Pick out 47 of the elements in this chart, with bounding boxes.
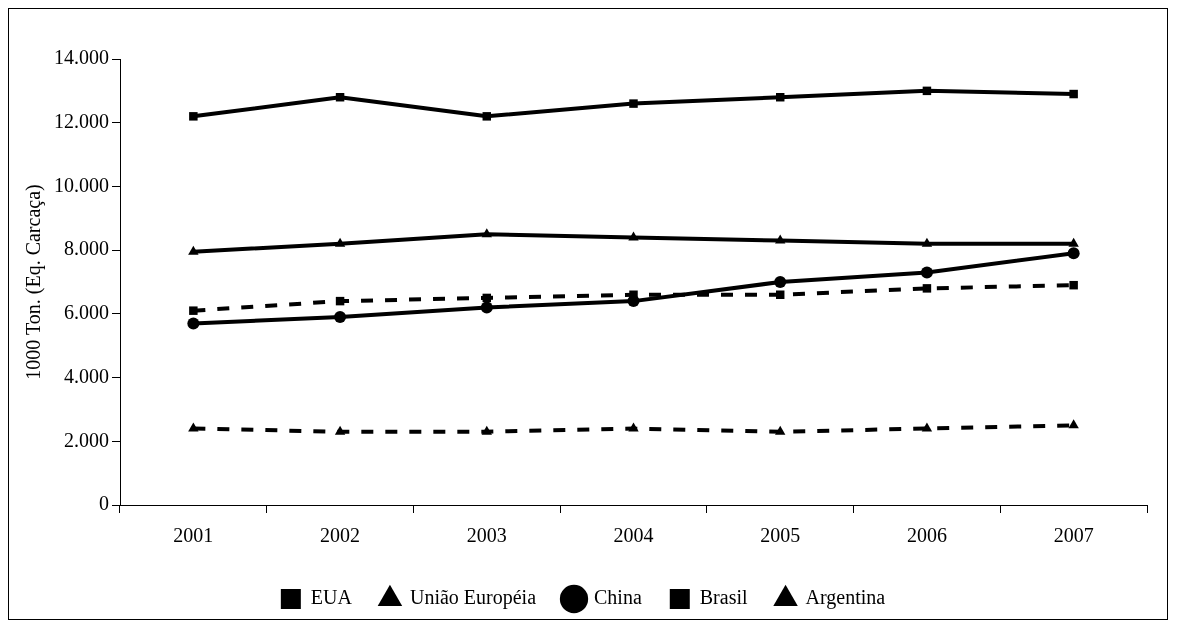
x-tick-label: 2005 [760,524,801,547]
point [480,301,493,314]
point [188,422,199,432]
point [189,112,198,121]
point [1067,247,1080,260]
point [334,311,347,324]
point [334,237,346,247]
legend-label: China [594,586,642,609]
x-tick-label: 2003 [466,524,507,547]
y-tick-label: 6.000 [64,301,109,324]
x-tick-label: 2001 [173,524,214,547]
point [921,422,933,432]
point [187,317,200,330]
y-tick-label: 8.000 [64,237,109,260]
point [629,99,638,108]
legend-label: União Européia [409,586,537,610]
point [920,266,933,279]
point [921,237,933,247]
point [922,284,932,293]
point [1069,89,1078,99]
x-tick-label: 2002 [320,524,361,547]
point [775,425,786,435]
legend-label: EUA [310,586,353,609]
y-tick-label: 2.000 [64,428,109,451]
y-tick-label: 12.000 [54,109,109,132]
point [482,112,492,121]
point [188,245,199,255]
legend-label: Argentina [805,586,886,610]
point [775,234,786,244]
legend-label: Brasil [699,586,748,609]
point [481,228,492,238]
point [1069,280,1078,290]
point [628,231,639,241]
y-tick-label: 14.000 [54,46,109,69]
point [628,422,639,432]
x-tick-label: 2004 [613,524,654,547]
y-tick-label: 10.000 [54,173,109,196]
y-tick-label: 4.000 [64,364,109,387]
point [1068,237,1079,247]
point [481,425,492,435]
point [189,306,198,315]
point [334,425,346,435]
x-tick-label: 2007 [1053,524,1094,547]
x-tick-label: 2006 [906,524,947,547]
y-tick-label: 0 [99,492,109,515]
y-axis-title: 1000 Ton. (Eq. Carcaça) [22,184,46,380]
point [774,276,787,288]
